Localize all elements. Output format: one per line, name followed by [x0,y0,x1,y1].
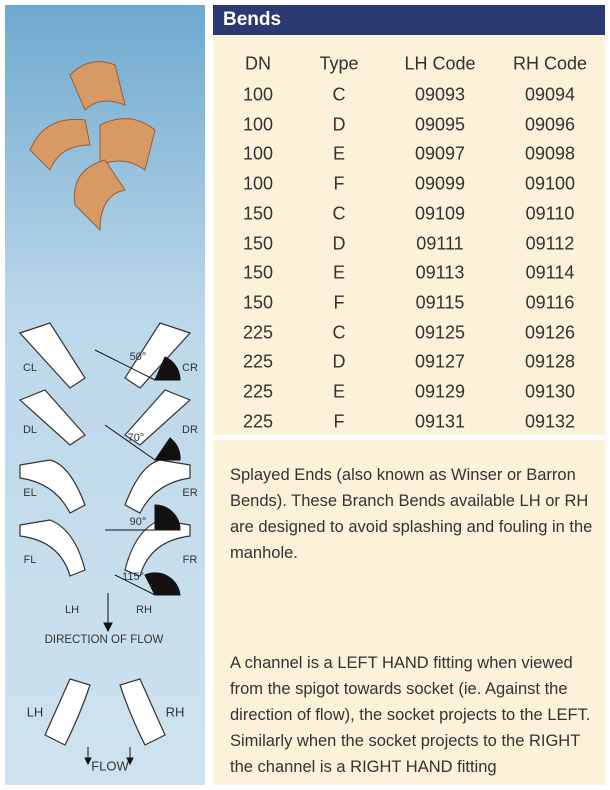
table-cell: 09132 [524,411,576,432]
table-cell: 09098 [524,143,576,164]
table-cell: 150 [242,262,274,283]
paragraph: Splayed Ends (also known as Winser or Ba… [230,466,593,562]
table-cell: E [332,143,346,164]
side-panel: CL CR DL DR EL ER FL FR 50° 70° 90° 115° LH RH DIRECTI… [5,5,205,785]
angle-markers [84,349,181,766]
table-cell: 09127 [414,351,466,372]
table-cell: C [332,322,346,343]
diagram-label: 50° [130,351,147,363]
table-cell: 150 [242,233,274,253]
table-cell: 09097 [414,143,466,164]
table-cell: F [333,173,345,194]
description: Splayed Ends (also known as Winser or Ba… [213,440,605,785]
table-cell: 225 [242,351,274,372]
table-cell: C [332,84,346,105]
diagram-label: CL [23,362,37,374]
diagram-label: 90° [130,516,147,528]
paragraph: A channel is a LEFT HAND fitting when vi… [230,654,591,776]
table-cell: 100 [242,114,274,135]
table-cell: 09129 [414,381,466,402]
table-cell: 225 [242,381,274,402]
table-cell: 09110 [525,203,575,224]
table-cell: 09096 [524,114,576,135]
table-cell: 09125 [414,322,466,343]
diagram-label: LH [65,604,79,616]
diagram-label: DIRECTION OF FLOW [45,634,164,646]
table-cell: 09131 [414,411,466,432]
product-photo [29,61,156,232]
table-cell: 09094 [524,84,576,105]
table-cell: DN [245,53,271,74]
table-cell: D [332,114,346,135]
table-cell: 09093 [414,84,466,105]
diagram-label: LH [27,704,44,719]
table-cell: 09111 [416,233,464,253]
codes-table: DN Type LH Code RH Code 100 C 09093 09094 100 D 09… [213,35,605,435]
table-cell: 225 [242,411,274,432]
table-cell: 09109 [414,203,466,224]
table-cell: LH Code [404,53,476,74]
diagram-label: 115° [122,571,144,583]
diagram-label: ER [182,487,197,499]
table-cell: 09100 [524,173,576,194]
table-cell: RH Code [512,53,588,74]
table-cell: 09128 [524,351,576,372]
diagram-label: RH [166,704,185,719]
table-cell: E [332,262,346,283]
table-cell: 09115 [415,292,465,313]
table-cell: C [332,203,346,224]
table-cell: 100 [242,84,274,105]
diagram-label: DL [23,424,37,436]
diagram-label: 70° [128,432,145,444]
diagram-label: RH [136,604,152,616]
diagram-label: CR [182,362,198,374]
table-cell: 150 [242,292,274,313]
table-cell: 09126 [524,322,576,343]
diagram-label: DR [182,424,198,436]
diagram-label: EL [23,487,36,499]
table-cell: E [332,381,346,402]
table-cell: 09095 [414,114,466,135]
table-cell: Type [319,53,359,74]
table-cell: F [333,411,345,432]
diagram-label: FLOW [91,758,129,773]
table-cell: 09114 [525,262,575,283]
table-cell: D [332,351,346,372]
table-cell: F [333,292,345,313]
section-title: Bends [213,5,605,35]
table-cell: 09130 [524,381,576,402]
table-cell: 100 [242,173,274,194]
table-cell: 09116 [525,292,575,313]
table-cell: 09113 [415,262,465,283]
table-cell: 09112 [525,233,575,253]
table-cell: 225 [242,322,274,343]
table-cell: D [332,233,346,253]
bend-diagrams [18,322,192,746]
table-cell: 100 [242,143,274,164]
table-cell: 150 [242,203,274,224]
diagram-label: FR [183,554,198,566]
diagram-label: FL [24,554,37,566]
table-cell: 09099 [414,173,466,194]
